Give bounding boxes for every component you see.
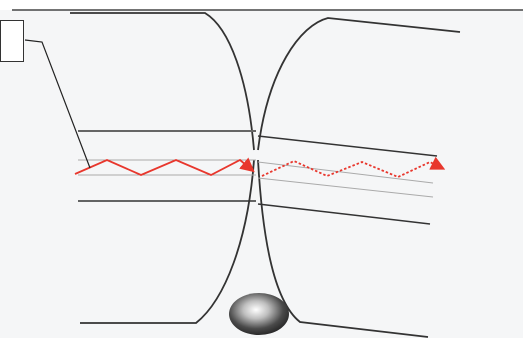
left-fiber-lower-edge xyxy=(80,159,255,324)
right-core-bottom xyxy=(257,203,431,225)
signal-wave-right xyxy=(261,156,446,178)
signal-wave-left xyxy=(74,157,255,176)
callout-leader xyxy=(24,39,91,169)
right-fiber-lower-edge xyxy=(257,159,429,338)
panel-background xyxy=(0,10,523,338)
right-core-guide-top xyxy=(257,161,434,184)
left-fiber-upper-edge xyxy=(70,12,255,151)
right-core-guide-bottom xyxy=(257,177,434,198)
callout-label-box xyxy=(0,20,24,62)
splice-ball xyxy=(229,293,289,335)
right-core-top xyxy=(257,135,438,157)
right-fiber-upper-edge xyxy=(257,17,461,151)
